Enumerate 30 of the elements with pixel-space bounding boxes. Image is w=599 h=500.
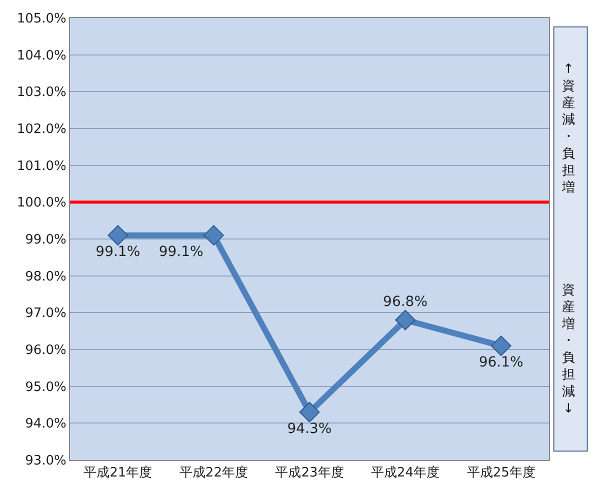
y-tick-label: 93.0% (25, 454, 66, 469)
y-tick-label: 96.0% (25, 343, 66, 358)
point (299, 402, 320, 422)
y-tick-label: 104.0% (16, 48, 66, 64)
text: ↑ 資産減・負担増 (561, 62, 575, 196)
y-tick-label: 100.0% (16, 196, 66, 211)
text: 資産増・負担減 ↓ (561, 283, 575, 416)
text: 99.1% (96, 244, 140, 260)
x-tick-label: 平成22年度 (179, 464, 248, 481)
y-tick-label: 95.0% (25, 380, 66, 395)
text: 96.1% (478, 354, 524, 371)
y-tick-label: 97.0% (25, 306, 66, 322)
y-tick-label: 98.0% (25, 269, 66, 284)
y-tick-label: 101.0% (16, 158, 66, 174)
y-tick-label: 102.0% (16, 122, 66, 138)
text: 99.1% (158, 244, 204, 260)
x-tick-label: 平成24年度 (371, 464, 440, 481)
x-tick-label: 平成25年度 (466, 464, 536, 481)
point (108, 225, 128, 246)
y-tick-label: 105.0% (16, 12, 66, 27)
y-tick-label: 94.0% (25, 416, 66, 432)
y-tick-label: 99.0% (25, 232, 66, 248)
text: 94.3% (287, 420, 332, 437)
y-tick-label: 103.0% (16, 85, 66, 100)
x-tick-label: 平成21年度 (84, 464, 152, 481)
point (203, 225, 224, 246)
text: 96.8% (383, 294, 428, 310)
point (395, 310, 416, 330)
point (490, 336, 512, 356)
x-tick-label: 平成23年度 (275, 464, 344, 481)
